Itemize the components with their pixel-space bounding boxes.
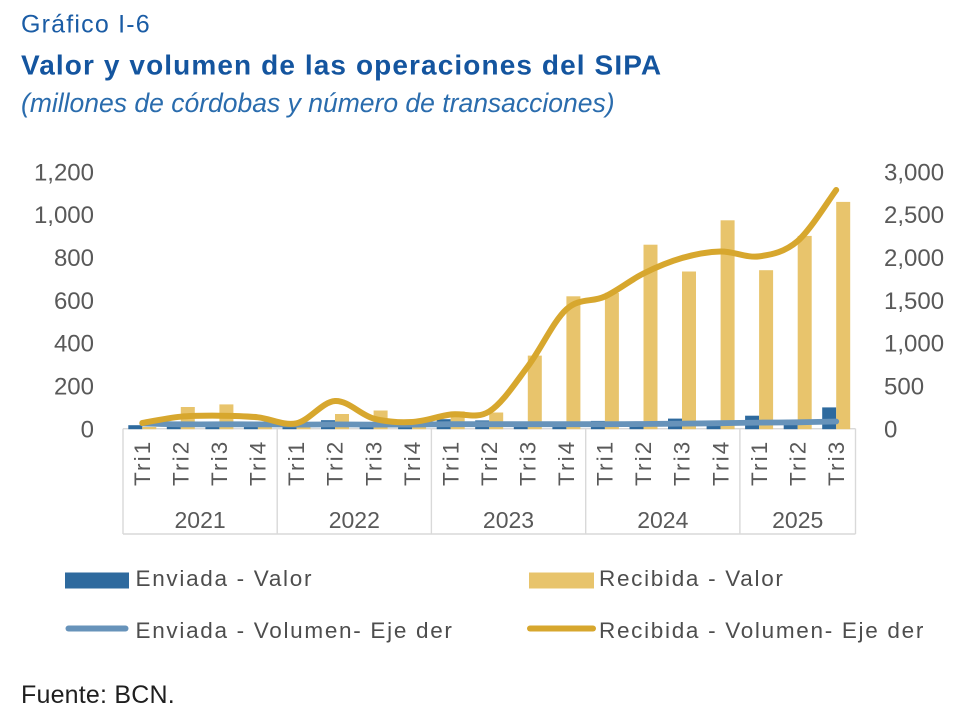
svg-text:Tri4: Tri4 [246,440,271,486]
svg-text:Tri1: Tri1 [593,440,618,486]
svg-text:Tri1: Tri1 [438,440,463,486]
svg-text:1,500: 1,500 [884,288,944,315]
svg-text:Tri2: Tri2 [169,440,194,486]
svg-text:500: 500 [884,374,924,401]
svg-text:Tri2: Tri2 [477,440,502,486]
svg-text:1,000: 1,000 [34,202,94,229]
svg-text:2,500: 2,500 [884,202,944,229]
svg-text:0: 0 [884,416,897,443]
svg-text:Tri1: Tri1 [747,440,772,486]
svg-text:Tri3: Tri3 [516,440,541,486]
svg-text:Tri4: Tri4 [708,440,733,486]
svg-text:Tri4: Tri4 [400,440,425,486]
svg-text:Enviada - Valor: Enviada - Valor [136,566,314,591]
svg-text:400: 400 [54,331,94,358]
svg-text:Tri1: Tri1 [284,440,309,486]
svg-text:2022: 2022 [329,507,380,533]
svg-text:Tri2: Tri2 [323,440,348,486]
svg-text:Tri2: Tri2 [631,440,656,486]
svg-text:600: 600 [54,288,94,315]
svg-text:800: 800 [54,245,94,272]
svg-text:Valor y volumen de las operaci: Valor y volumen de las operaciones del S… [21,50,662,81]
svg-text:Recibida - Valor: Recibida - Valor [599,566,785,591]
svg-text:Tri3: Tri3 [361,440,386,486]
svg-text:3,000: 3,000 [884,159,944,186]
svg-text:Gráfico I-6: Gráfico I-6 [21,10,151,38]
svg-text:1,000: 1,000 [884,331,944,358]
svg-text:Tri1: Tri1 [130,440,155,486]
svg-text:2024: 2024 [637,507,688,533]
svg-text:Tri3: Tri3 [824,440,849,486]
svg-text:2025: 2025 [772,507,823,533]
svg-text:Recibida - Volumen- Eje der: Recibida - Volumen- Eje der [599,618,925,643]
svg-text:Tri4: Tri4 [554,440,579,486]
svg-text:2023: 2023 [483,507,534,533]
svg-text:2021: 2021 [175,507,226,533]
svg-text:Enviada - Volumen- Eje der: Enviada - Volumen- Eje der [136,618,454,643]
svg-text:Tri3: Tri3 [207,440,232,486]
svg-text:1,200: 1,200 [34,159,94,186]
svg-text:(millones de córdobas y número: (millones de córdobas y número de transa… [21,88,615,118]
svg-text:Tri3: Tri3 [670,440,695,486]
svg-text:Tri2: Tri2 [785,440,810,486]
svg-text:200: 200 [54,374,94,401]
svg-text:Fuente: BCN.: Fuente: BCN. [21,681,175,709]
svg-text:2,000: 2,000 [884,245,944,272]
svg-text:0: 0 [81,416,94,443]
